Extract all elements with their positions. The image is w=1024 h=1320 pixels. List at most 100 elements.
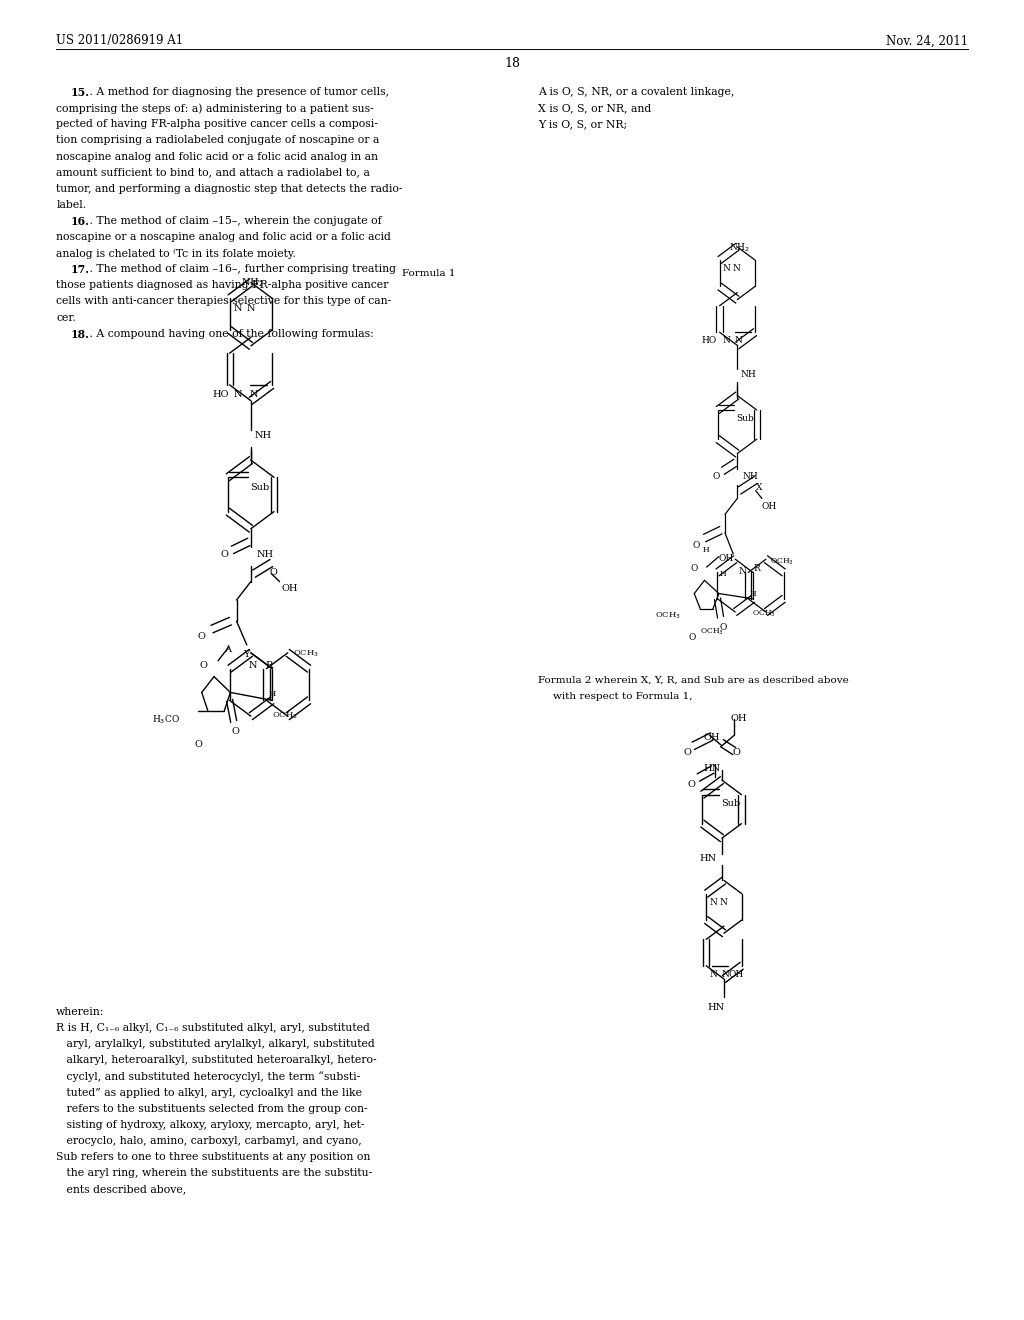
Text: OH: OH [729, 970, 744, 978]
Text: N: N [732, 264, 740, 273]
Text: cells with anti-cancer therapies selective for this type of can-: cells with anti-cancer therapies selecti… [56, 297, 391, 306]
Text: O: O [720, 623, 727, 631]
Text: OH: OH [282, 585, 298, 593]
Text: OH: OH [703, 733, 720, 742]
Text: with respect to Formula 1,: with respect to Formula 1, [553, 692, 692, 701]
Text: N: N [721, 970, 729, 978]
Text: H: H [268, 690, 275, 698]
Text: O: O [683, 748, 691, 758]
Text: HN: HN [699, 854, 717, 863]
Text: Sub: Sub [736, 414, 754, 422]
Text: . A method for diagnosing the presence of tumor cells,: . A method for diagnosing the presence o… [86, 87, 389, 98]
Text: tion comprising a radiolabeled conjugate of noscapine or a: tion comprising a radiolabeled conjugate… [56, 136, 380, 145]
Text: H: H [702, 546, 709, 554]
Text: aryl, arylalkyl, substituted arylalkyl, alkaryl, substituted: aryl, arylalkyl, substituted arylalkyl, … [56, 1039, 375, 1049]
Text: 18: 18 [504, 57, 520, 70]
Text: US 2011/0286919 A1: US 2011/0286919 A1 [56, 34, 183, 48]
Text: R: R [754, 565, 761, 573]
Text: N: N [738, 568, 746, 576]
Text: those patients diagnosed as having FR-alpha positive cancer: those patients diagnosed as having FR-al… [56, 280, 389, 290]
Text: N: N [249, 661, 257, 669]
Text: H: H [750, 590, 757, 598]
Text: Sub: Sub [721, 799, 740, 808]
Text: OH: OH [730, 714, 746, 723]
Text: OH: OH [762, 503, 777, 511]
Text: N: N [719, 898, 727, 907]
Text: N: N [723, 264, 730, 273]
Text: O: O [220, 550, 228, 558]
Text: cer.: cer. [56, 313, 76, 322]
Text: noscapine analog and folic acid or a folic acid analog in an: noscapine analog and folic acid or a fol… [56, 152, 378, 161]
Text: O: O [713, 473, 720, 480]
Text: O: O [732, 748, 740, 758]
Text: R: R [265, 661, 272, 669]
Text: refers to the substituents selected from the group con-: refers to the substituents selected from… [56, 1104, 368, 1114]
Text: OCH$_3$: OCH$_3$ [655, 611, 681, 622]
Text: ents described above,: ents described above, [56, 1184, 186, 1195]
Text: O: O [689, 634, 696, 642]
Text: A is O, S, NR, or a covalent linkage,: A is O, S, NR, or a covalent linkage, [538, 87, 734, 98]
Text: 15.: 15. [71, 87, 90, 98]
Text: O: O [198, 632, 206, 640]
Text: X: X [756, 483, 762, 491]
Text: Y: Y [243, 651, 249, 659]
Text: tuted” as applied to alkyl, aryl, cycloalkyl and the like: tuted” as applied to alkyl, aryl, cycloa… [56, 1088, 362, 1098]
Text: OCH$_3$: OCH$_3$ [700, 627, 724, 638]
Text: NH$_2$: NH$_2$ [241, 276, 263, 289]
Text: alkaryl, heteroaralkyl, substituted heteroaralkyl, hetero-: alkaryl, heteroaralkyl, substituted hete… [56, 1056, 377, 1065]
Text: the aryl ring, wherein the substituents are the substitu-: the aryl ring, wherein the substituents … [56, 1168, 373, 1179]
Text: HN: HN [708, 1003, 725, 1011]
Text: HO: HO [701, 337, 717, 345]
Text: NH$_2$: NH$_2$ [729, 242, 751, 253]
Text: OH: OH [719, 554, 734, 562]
Text: Formula 2 wherein X, Y, R, and Sub are as described above: Formula 2 wherein X, Y, R, and Sub are a… [538, 676, 848, 685]
Text: Formula 1: Formula 1 [402, 269, 456, 279]
Text: 16.: 16. [71, 216, 90, 227]
Text: O: O [692, 541, 699, 549]
Text: H: H [720, 570, 726, 578]
Text: HO: HO [213, 391, 229, 399]
Text: O: O [231, 727, 240, 735]
Text: NH: NH [740, 371, 756, 379]
Text: . The method of claim –15–, wherein the conjugate of: . The method of claim –15–, wherein the … [86, 216, 382, 226]
Text: N: N [233, 304, 243, 313]
Text: Sub: Sub [250, 483, 269, 491]
Text: amount sufficient to bind to, and attach a radiolabel to, a: amount sufficient to bind to, and attach… [56, 168, 371, 178]
Text: pected of having FR-alpha positive cancer cells a composi-: pected of having FR-alpha positive cance… [56, 119, 378, 129]
Text: N: N [734, 337, 742, 345]
Text: OCH$_3$: OCH$_3$ [271, 711, 298, 722]
Text: OCH$_3$: OCH$_3$ [293, 649, 318, 660]
Text: cyclyl, and substituted heterocyclyl, the term “substi-: cyclyl, and substituted heterocyclyl, th… [56, 1072, 360, 1082]
Text: N: N [710, 970, 717, 978]
Text: . A compound having one of the following formulas:: . A compound having one of the following… [86, 329, 374, 339]
Text: X is O, S, or NR, and: X is O, S, or NR, and [538, 103, 651, 114]
Text: erocyclo, halo, amino, carboxyl, carbamyl, and cyano,: erocyclo, halo, amino, carboxyl, carbamy… [56, 1137, 362, 1146]
Text: A: A [224, 645, 231, 653]
Text: N: N [723, 337, 730, 345]
Text: OCH$_3$: OCH$_3$ [770, 557, 794, 568]
Text: comprising the steps of: a) administering to a patient sus-: comprising the steps of: a) administerin… [56, 103, 374, 114]
Text: noscapine or a noscapine analog and folic acid or a folic acid: noscapine or a noscapine analog and foli… [56, 232, 391, 242]
Text: tumor, and performing a diagnostic step that detects the radio-: tumor, and performing a diagnostic step … [56, 183, 402, 194]
Text: 17.: 17. [71, 264, 90, 276]
Text: O: O [200, 661, 208, 669]
Text: Nov. 24, 2011: Nov. 24, 2011 [886, 34, 968, 48]
Text: . The method of claim –16–, further comprising treating: . The method of claim –16–, further comp… [86, 264, 396, 275]
Text: 18.: 18. [71, 329, 90, 339]
Text: N: N [250, 391, 258, 399]
Text: O: O [687, 780, 695, 789]
Text: R is H, C₁₋₆ alkyl, C₁₋₆ substituted alkyl, aryl, substituted: R is H, C₁₋₆ alkyl, C₁₋₆ substituted alk… [56, 1023, 371, 1034]
Text: NH: NH [255, 432, 272, 440]
Text: sisting of hydroxy, alkoxy, aryloxy, mercapto, aryl, het-: sisting of hydroxy, alkoxy, aryloxy, mer… [56, 1119, 365, 1130]
Text: HN: HN [703, 764, 721, 774]
Text: NH: NH [257, 550, 274, 558]
Text: Sub refers to one to three substituents at any position on: Sub refers to one to three substituents … [56, 1152, 371, 1162]
Text: OCH$_3$: OCH$_3$ [753, 609, 776, 619]
Text: O: O [690, 565, 697, 573]
Text: N: N [710, 898, 717, 907]
Text: O: O [269, 569, 278, 577]
Text: label.: label. [56, 199, 86, 210]
Text: N: N [247, 304, 255, 313]
Text: wherein:: wherein: [56, 1007, 104, 1018]
Text: O: O [195, 741, 203, 748]
